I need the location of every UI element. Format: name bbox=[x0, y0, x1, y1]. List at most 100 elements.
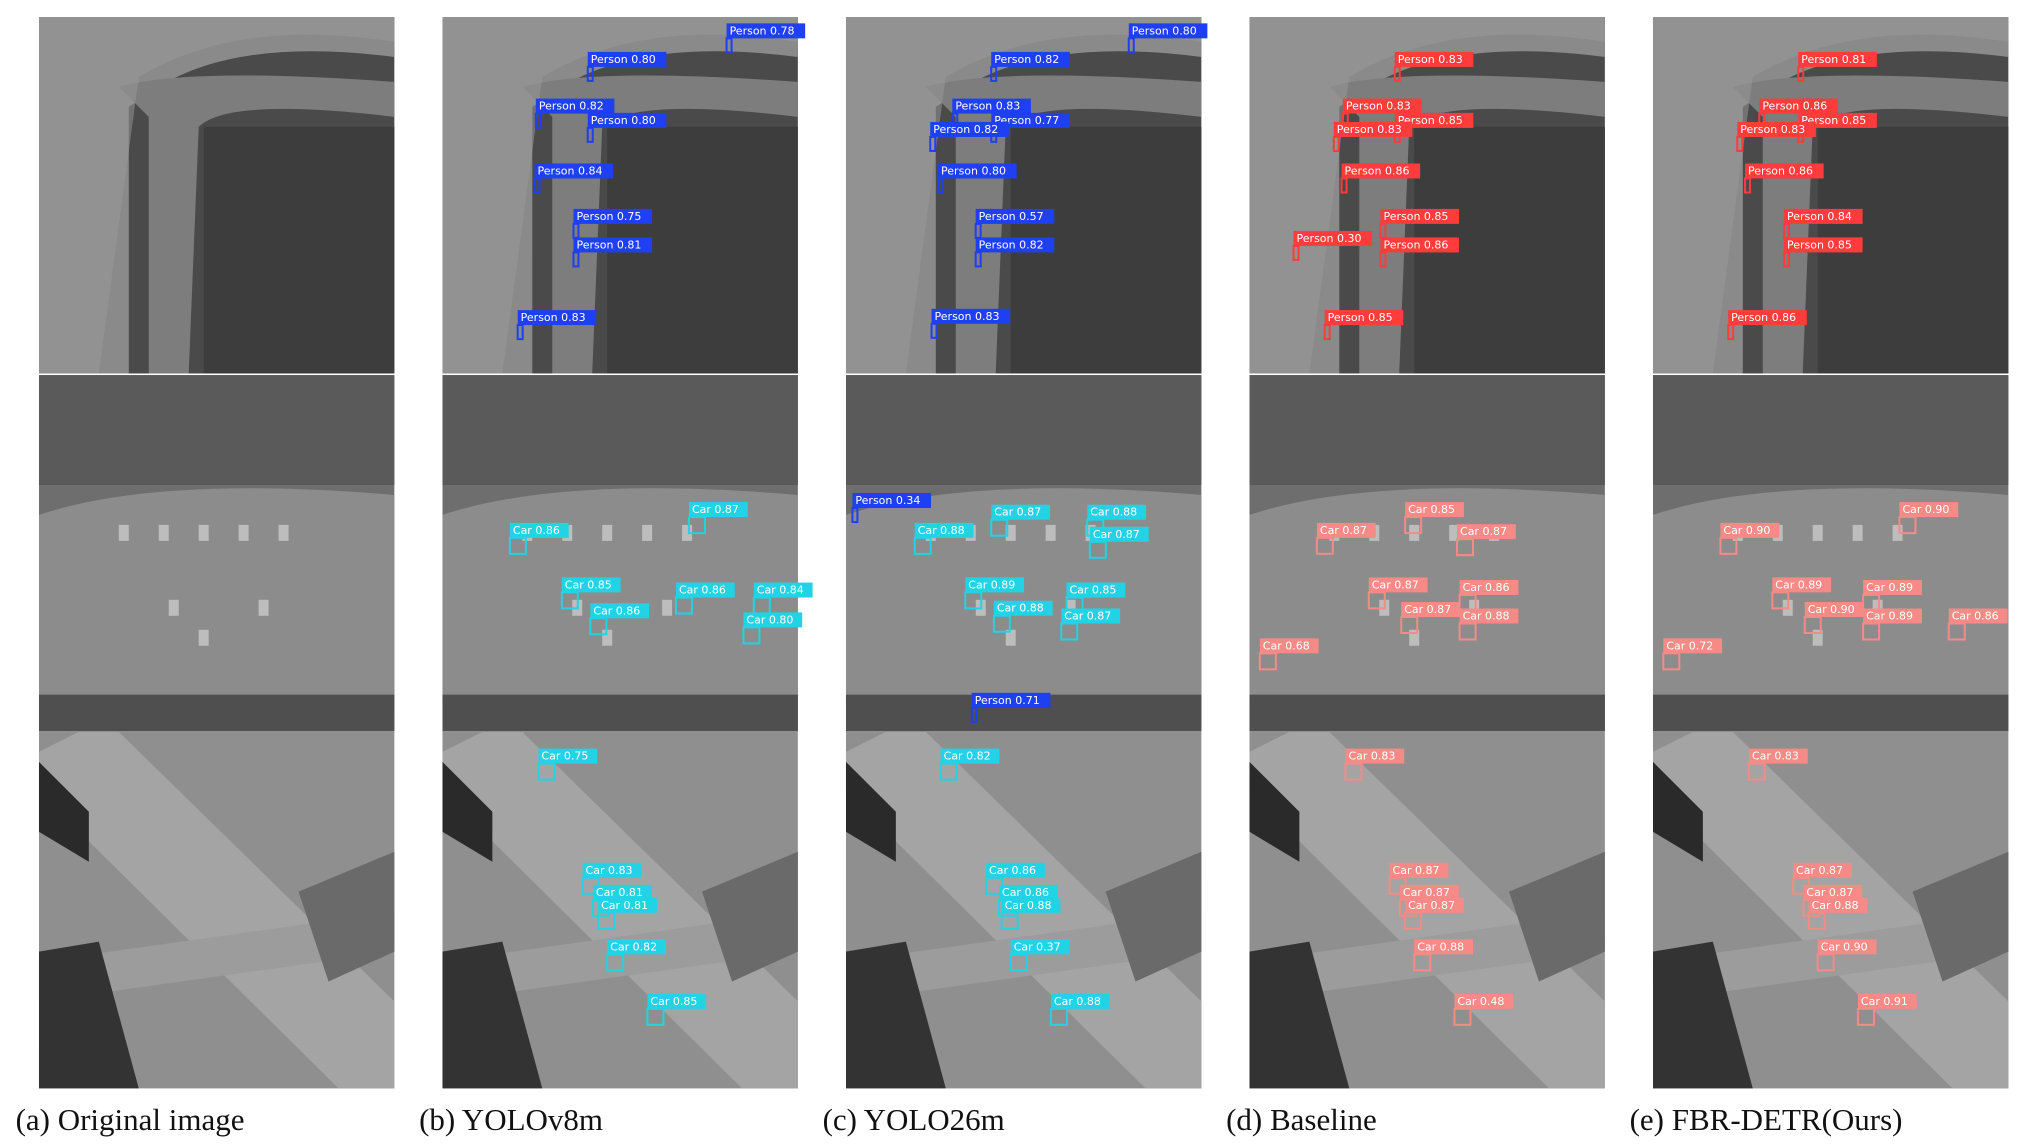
detection-label: Car 0.87 bbox=[1372, 578, 1419, 591]
label-background bbox=[1293, 230, 1373, 246]
detection-label: Car 0.87 bbox=[1064, 609, 1111, 622]
detection-label: Person 0.34 bbox=[855, 494, 920, 507]
detection-label: Person 0.84 bbox=[538, 164, 603, 177]
label-background bbox=[1454, 993, 1514, 1009]
label-background bbox=[517, 310, 597, 326]
detection-label: Car 0.90 bbox=[1902, 503, 1949, 516]
label-background bbox=[1399, 884, 1459, 900]
label-background bbox=[1737, 121, 1816, 137]
label-background bbox=[1401, 602, 1461, 618]
detection-label: Car 0.85 bbox=[565, 578, 612, 591]
detection-label: Car 0.88 bbox=[1463, 609, 1510, 622]
detection-label: Person 0.75 bbox=[576, 210, 641, 223]
detection-label: Person 0.86 bbox=[1383, 238, 1448, 251]
image-tile bbox=[845, 375, 1202, 732]
detection-label: Car 0.81 bbox=[596, 886, 643, 899]
label-background bbox=[1798, 51, 1877, 67]
detection-label: Car 0.87 bbox=[1796, 864, 1843, 877]
detection-label: Person 0.71 bbox=[975, 694, 1040, 707]
detection-label: Car 0.82 bbox=[944, 750, 991, 763]
label-background bbox=[753, 582, 813, 598]
detection-label: Person 0.83 bbox=[1337, 123, 1402, 136]
label-background bbox=[965, 577, 1025, 593]
image-tile bbox=[38, 731, 395, 1089]
detection-label: Car 0.88 bbox=[1090, 506, 1137, 519]
detection-label: Car 0.91 bbox=[1861, 995, 1908, 1008]
detection-label: Car 0.89 bbox=[1866, 609, 1913, 622]
label-background bbox=[647, 993, 707, 1009]
detection-label: Car 0.85 bbox=[1408, 503, 1455, 516]
detection-label: Person 0.81 bbox=[576, 238, 641, 251]
label-background bbox=[914, 522, 974, 538]
label-background bbox=[1857, 993, 1917, 1009]
detection-label: Car 0.86 bbox=[593, 604, 640, 617]
detection-label: Car 0.86 bbox=[1463, 581, 1510, 594]
detection-label: Car 0.85 bbox=[650, 995, 697, 1008]
label-background bbox=[1405, 897, 1464, 913]
label-background bbox=[592, 884, 652, 900]
image-tile bbox=[442, 17, 798, 374]
caption: (e) FBR-DETR(Ours) bbox=[1630, 1102, 1903, 1137]
label-background bbox=[1745, 163, 1824, 179]
detection-label: Car 0.88 bbox=[1812, 899, 1859, 912]
label-background bbox=[607, 939, 666, 955]
image-tile bbox=[1249, 375, 1605, 732]
image-tile bbox=[38, 375, 395, 732]
label-background bbox=[538, 748, 598, 764]
label-background bbox=[1414, 939, 1474, 955]
label-background bbox=[561, 577, 621, 593]
label-background bbox=[1772, 577, 1832, 593]
detection-label: Car 0.75 bbox=[541, 750, 588, 763]
detection-label: Person 0.80 bbox=[591, 114, 656, 127]
detection-label: Car 0.85 bbox=[1069, 584, 1116, 597]
label-background bbox=[991, 504, 1051, 520]
label-background bbox=[1128, 23, 1208, 39]
detection-label: Car 0.89 bbox=[968, 578, 1015, 591]
label-background bbox=[1728, 310, 1807, 326]
detection-label: Car 0.81 bbox=[601, 899, 648, 912]
label-background bbox=[1050, 993, 1110, 1009]
detection-label: Car 0.87 bbox=[1093, 528, 1140, 541]
label-background bbox=[587, 112, 667, 128]
label-background bbox=[1783, 237, 1863, 253]
detection-label: Car 0.89 bbox=[1775, 578, 1822, 591]
label-background bbox=[1394, 112, 1474, 128]
label-background bbox=[1405, 502, 1464, 518]
label-background bbox=[986, 862, 1045, 878]
label-background bbox=[1342, 98, 1422, 114]
detection-label: Person 0.82 bbox=[933, 123, 998, 136]
detection-label: Car 0.86 bbox=[1002, 886, 1049, 899]
detection-label: Car 0.87 bbox=[692, 503, 739, 516]
detection-label: Car 0.87 bbox=[1403, 886, 1450, 899]
label-background bbox=[534, 163, 614, 179]
detection-label: Car 0.87 bbox=[1320, 524, 1367, 537]
detection-label: Car 0.90 bbox=[1723, 524, 1770, 537]
caption: (c) YOLO26m bbox=[823, 1102, 1005, 1137]
image-tile bbox=[38, 17, 395, 374]
detection-label: Person 0.85 bbox=[1383, 210, 1448, 223]
image-tile bbox=[1249, 17, 1605, 374]
label-background bbox=[1333, 121, 1413, 137]
label-background bbox=[1066, 582, 1126, 598]
label-background bbox=[952, 98, 1031, 114]
detection-label: Person 0.84 bbox=[1787, 210, 1852, 223]
detection-box bbox=[725, 37, 733, 54]
label-background bbox=[1089, 526, 1149, 542]
label-background bbox=[991, 112, 1070, 128]
detection-label: Car 0.37 bbox=[1014, 940, 1061, 953]
detection-label: Person 0.30 bbox=[1297, 232, 1362, 245]
label-background bbox=[509, 522, 569, 538]
label-background bbox=[1663, 638, 1723, 654]
label-background bbox=[940, 748, 1000, 764]
label-background bbox=[852, 493, 932, 509]
label-background bbox=[1316, 522, 1376, 538]
label-background bbox=[930, 121, 1009, 137]
detection-label: Car 0.90 bbox=[1821, 940, 1868, 953]
detection-label: Person 0.86 bbox=[1762, 100, 1827, 113]
detection-label: Car 0.86 bbox=[679, 584, 726, 597]
label-background bbox=[1368, 577, 1428, 593]
detection-label: Car 0.48 bbox=[1457, 995, 1504, 1008]
label-background bbox=[1087, 504, 1147, 520]
